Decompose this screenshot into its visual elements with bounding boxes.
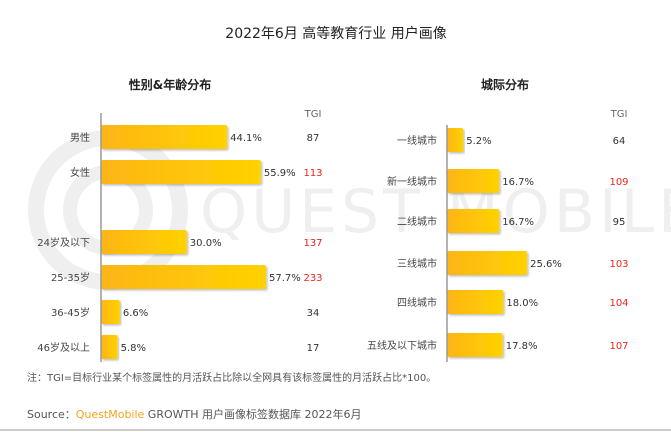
data-label: 5.2% xyxy=(466,136,491,147)
category-label: 一线城市 xyxy=(397,134,437,147)
data-label: 5.8% xyxy=(121,343,146,354)
page-title: 2022年6月 高等教育行业 用户画像 xyxy=(225,25,446,42)
category-label: 25-35岁 xyxy=(51,271,90,284)
tgi-value: 109 xyxy=(609,177,628,188)
bar xyxy=(101,125,228,149)
tgi-value: 103 xyxy=(609,259,628,270)
bar xyxy=(101,230,187,254)
category-label: 新一线城市 xyxy=(387,175,437,188)
tgi-value: 95 xyxy=(613,217,626,228)
tgi-value: 64 xyxy=(613,136,626,147)
chart-1: 性别&年龄分布 TGI 男性 44.1% 87 女性 55.9% 113 24岁及以下 30.0%… xyxy=(37,77,323,362)
bar xyxy=(447,128,464,152)
tgi-value: 17 xyxy=(307,343,320,354)
tgi-header: TGI xyxy=(304,109,322,120)
tgi-header: TGI xyxy=(610,109,628,120)
chart-title: 城际分布 xyxy=(481,77,529,92)
chart-2: 城际分布 TGI 一线城市 5.2% 64 新一线城市 16.7% 109 二线城市 16.7% 9… xyxy=(367,77,629,362)
source-rest: GROWTH 用户画像标签数据库 2022年6月 xyxy=(144,407,361,421)
tgi-value: 107 xyxy=(609,341,628,352)
category-label: 24岁及以下 xyxy=(37,236,90,249)
data-label: 55.9% xyxy=(264,168,296,179)
category-label: 36-45岁 xyxy=(51,306,90,319)
bar xyxy=(101,265,267,289)
data-label: 16.7% xyxy=(502,217,534,228)
data-label: 16.7% xyxy=(502,177,534,188)
note: 注：TGI=目标行业某个标签属性的月活跃占比除以全网具有该标签属性的月活跃占比*… xyxy=(27,371,436,384)
data-label: 57.7% xyxy=(269,273,301,284)
tgi-value: 34 xyxy=(307,308,320,319)
bar xyxy=(447,290,504,314)
source: Source：QuestMobile GROWTH 用户画像标签数据库 2022… xyxy=(27,407,362,421)
bar xyxy=(101,335,118,359)
category-label: 四线城市 xyxy=(397,296,437,309)
tgi-value: 137 xyxy=(303,238,322,249)
bar xyxy=(447,209,500,233)
chart-title: 性别&年龄分布 xyxy=(128,77,211,92)
data-label: 18.0% xyxy=(506,298,538,309)
bar xyxy=(447,169,500,193)
bar xyxy=(101,300,120,324)
watermark: QUEST MOBILE xyxy=(28,130,671,290)
tgi-value: 104 xyxy=(609,298,628,309)
tgi-value: 233 xyxy=(303,273,322,284)
data-label: 25.6% xyxy=(530,259,562,270)
bar xyxy=(447,251,528,275)
bar xyxy=(101,160,261,184)
category-label: 二线城市 xyxy=(397,215,437,228)
category-label: 五线及以下城市 xyxy=(367,339,437,352)
bar xyxy=(447,333,503,357)
tgi-value: 113 xyxy=(303,168,322,179)
data-label: 17.8% xyxy=(506,341,538,352)
data-label: 6.6% xyxy=(123,308,148,319)
tgi-value: 87 xyxy=(307,133,320,144)
data-label: 30.0% xyxy=(190,238,222,249)
source-brand: QuestMobile xyxy=(76,408,145,421)
category-label: 男性 xyxy=(70,131,90,144)
category-label: 女性 xyxy=(70,166,90,179)
source-prefix: Source： xyxy=(27,408,76,421)
category-label: 46岁及以上 xyxy=(37,341,90,354)
data-label: 44.1% xyxy=(230,133,262,144)
watermark-text: QUEST MOBILE xyxy=(200,177,671,247)
category-label: 三线城市 xyxy=(397,257,437,270)
